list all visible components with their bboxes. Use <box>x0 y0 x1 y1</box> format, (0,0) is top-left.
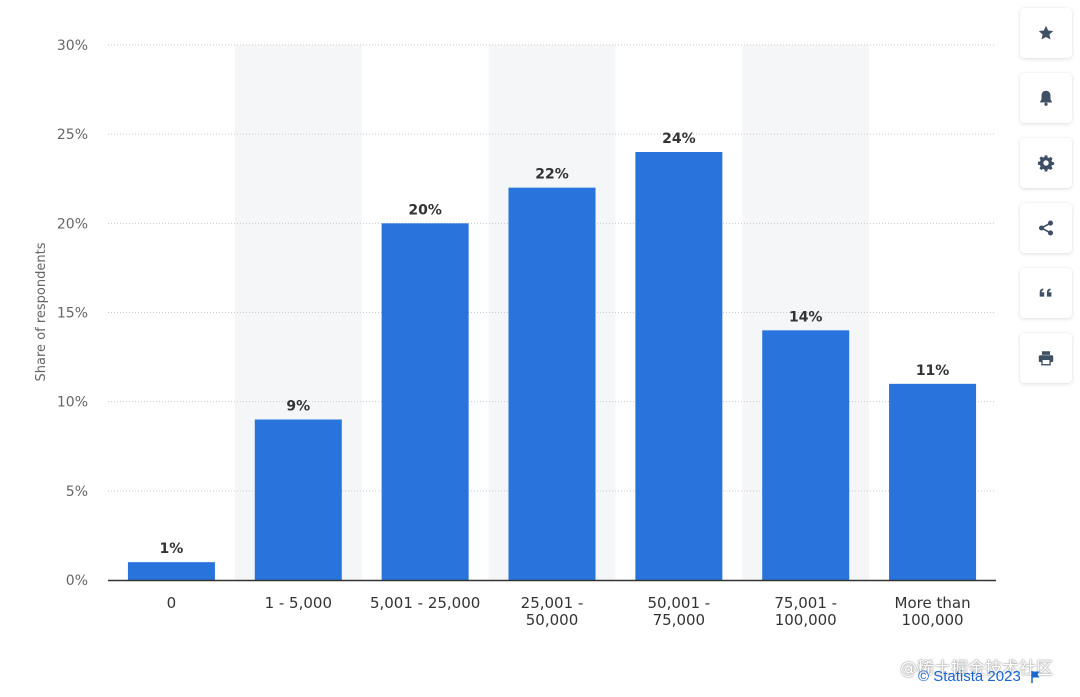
x-tick-label: More than 100,000 <box>895 594 971 629</box>
bar[interactable] <box>762 330 850 580</box>
flag-icon <box>1031 670 1040 683</box>
y-tick-label: 10% <box>57 395 88 411</box>
bar[interactable] <box>127 562 215 580</box>
cite-button[interactable] <box>1020 268 1072 318</box>
bar[interactable] <box>889 383 977 580</box>
share-button[interactable] <box>1020 203 1072 253</box>
statista-credit[interactable]: © Statista 2023 <box>918 668 1041 685</box>
favorite-button[interactable] <box>1020 8 1072 58</box>
data-label: 24% <box>662 131 696 147</box>
y-tick-label: 5% <box>66 484 88 500</box>
quote-icon <box>1039 288 1052 297</box>
x-tick-label: 25,001 -50,000 <box>521 594 584 629</box>
data-label: 1% <box>160 541 184 557</box>
bar[interactable] <box>635 152 723 580</box>
y-axis-title: Share of respondents <box>34 242 49 381</box>
bar[interactable] <box>254 419 342 581</box>
data-label: 9% <box>286 399 310 415</box>
x-tick-label: 75,001 -100,000 <box>774 594 837 629</box>
data-label: 20% <box>408 202 442 218</box>
x-tick-label: 50,001 -75,000 <box>648 594 711 629</box>
data-label: 22% <box>535 167 569 183</box>
x-tick-label: 1 - 5,000 <box>265 594 332 612</box>
y-tick-label: 0% <box>66 573 88 589</box>
print-icon <box>1038 351 1054 366</box>
y-tick-label: 15% <box>57 306 88 322</box>
y-tick-label: 30% <box>57 38 88 54</box>
bar[interactable] <box>508 187 596 580</box>
settings-button[interactable] <box>1020 138 1072 188</box>
star-icon <box>1038 25 1054 40</box>
chart: 0%5%10%15%20%25%30% 1%9%20%22%24%14%11% … <box>34 38 996 629</box>
data-label: 11% <box>916 363 950 379</box>
gear-icon <box>1037 155 1055 172</box>
share-icon <box>1038 220 1054 236</box>
bar[interactable] <box>381 223 469 581</box>
credit-text: © Statista 2023 <box>918 668 1021 685</box>
bell-icon <box>1040 90 1052 106</box>
print-button[interactable] <box>1020 333 1072 383</box>
x-tick-label: 0 <box>167 594 177 612</box>
chart-toolbar <box>1020 8 1074 398</box>
watermark: @稀土掘金技术社区 <box>900 659 1053 679</box>
y-tick-label: 25% <box>57 127 88 143</box>
y-tick-label: 20% <box>57 216 88 232</box>
data-label: 14% <box>789 309 823 325</box>
notification-button[interactable] <box>1020 73 1072 123</box>
x-tick-label: 5,001 - 25,000 <box>370 594 480 612</box>
